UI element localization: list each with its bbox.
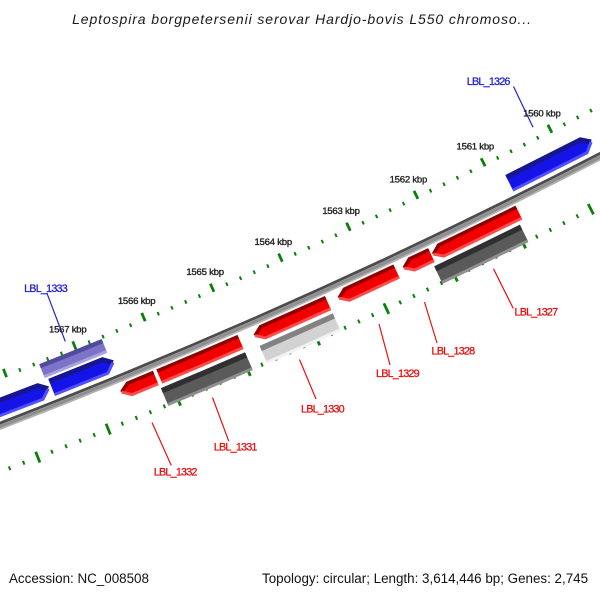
svg-text:1563 kbp: 1563 kbp [322, 206, 359, 217]
svg-text:1564 kbp: 1564 kbp [254, 237, 291, 248]
svg-text:LBL_1327: LBL_1327 [515, 307, 559, 319]
svg-text:LBL_1330: LBL_1330 [301, 404, 345, 416]
svg-text:LBL_1329: LBL_1329 [376, 368, 420, 380]
svg-text:1566 kbp: 1566 kbp [118, 296, 155, 307]
svg-text:LBL_1332: LBL_1332 [154, 467, 198, 479]
svg-text:Leptospira borgpetersenii sero: Leptospira borgpetersenii serovar Hardjo… [72, 11, 532, 27]
svg-text:1565 kbp: 1565 kbp [186, 267, 223, 278]
svg-text:1567 kbp: 1567 kbp [49, 324, 86, 335]
svg-text:LBL_1331: LBL_1331 [214, 442, 258, 454]
svg-text:LBL_1328: LBL_1328 [432, 346, 476, 358]
svg-text:1562 kbp: 1562 kbp [390, 174, 427, 185]
svg-text:Topology: circular; Length: 3,: Topology: circular; Length: 3,614,446 bp… [262, 571, 588, 586]
svg-text:1560 kbp: 1560 kbp [523, 108, 560, 119]
svg-text:LBL_1326: LBL_1326 [467, 76, 511, 88]
svg-text:LBL_1333: LBL_1333 [24, 283, 68, 295]
svg-text:Accession: NC_008508: Accession: NC_008508 [9, 571, 149, 586]
svg-text:1561 kbp: 1561 kbp [457, 142, 494, 153]
